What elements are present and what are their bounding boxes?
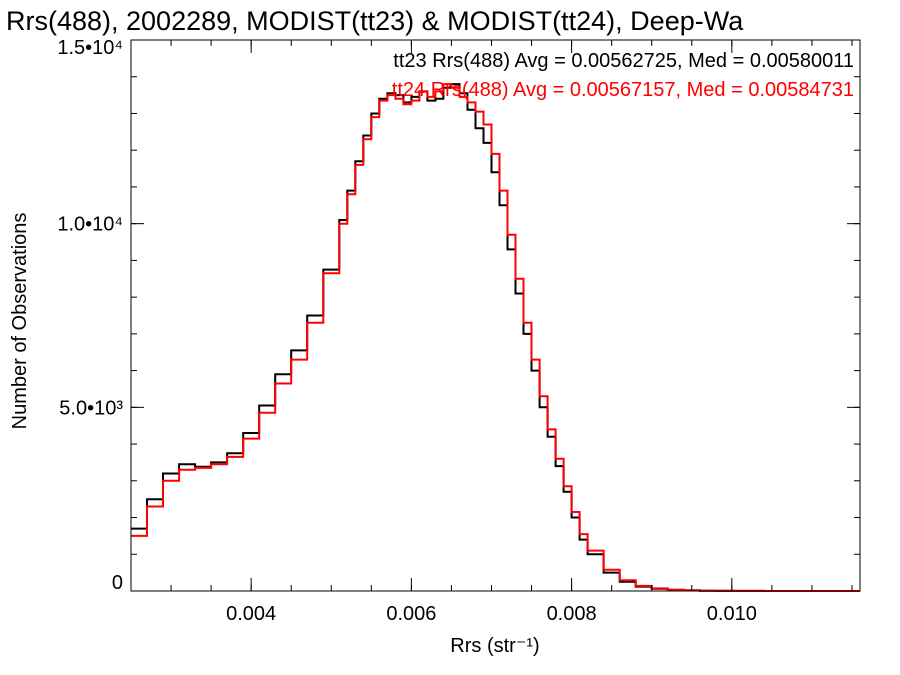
x-tick-label: 0.008 — [547, 603, 597, 625]
plot-frame — [130, 39, 861, 592]
y-tick-label: 1.5•10⁴ — [57, 37, 123, 59]
legend-entry-tt23: tt23 Rrs(488) Avg = 0.00562725, Med = 0.… — [393, 50, 854, 72]
y-axis-label: Number of Observations — [9, 213, 31, 430]
x-tick-label: 0.006 — [386, 603, 436, 625]
y-tick-labels: 0 5.0•10³ 1.0•10⁴ 1.5•10⁴ — [57, 37, 123, 594]
x-tick-labels: 0.004 0.006 0.008 0.010 — [226, 603, 757, 625]
y-tick-label: 0 — [112, 572, 123, 594]
axis-ticks — [130, 39, 860, 592]
x-tick-label: 0.004 — [226, 603, 276, 625]
legend: tt23 Rrs(488) Avg = 0.00562725, Med = 0.… — [392, 50, 854, 101]
chart-title: Rrs(488), 2002289, MODIST(tt23) & MODIST… — [6, 6, 744, 36]
y-tick-label: 1.0•10⁴ — [57, 214, 123, 236]
x-axis-label: Rrs (str⁻¹) — [450, 635, 539, 657]
plot-area — [130, 39, 861, 592]
series-layer — [131, 83, 860, 592]
x-tick-label: 0.010 — [707, 603, 757, 625]
y-tick-label: 5.0•10³ — [59, 397, 123, 419]
legend-entry-tt24: tt24 Rrs(488) Avg = 0.00567157, Med = 0.… — [392, 79, 854, 101]
series-line-tt23 — [131, 83, 860, 592]
series-line-tt24 — [131, 83, 860, 592]
